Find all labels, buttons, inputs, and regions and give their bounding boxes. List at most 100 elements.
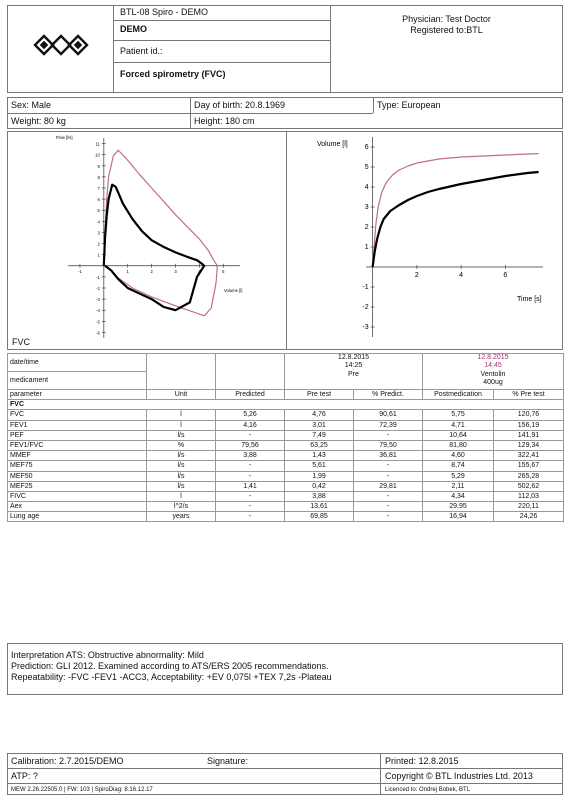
value-cell: 3,88 bbox=[284, 490, 354, 503]
atp-field: ATP: ? bbox=[11, 771, 38, 781]
x-tick-label: -1 bbox=[78, 269, 82, 274]
value-cell: 0,42 bbox=[284, 480, 354, 492]
medicament-label: medicament bbox=[7, 371, 147, 390]
interpretation-box bbox=[7, 643, 563, 695]
pre-test-header: 12.8.2015 14:25 Pre bbox=[284, 353, 423, 390]
value-cell: 5,61 bbox=[284, 460, 354, 472]
table-row: MEF50 l/s -1,99-5,29 265,28 bbox=[7, 470, 564, 482]
y-tick-label: 4 bbox=[365, 184, 369, 191]
y-tick-label: -6 bbox=[96, 330, 100, 335]
y-tick-label: -2 bbox=[96, 286, 100, 291]
value-cell: - bbox=[353, 501, 423, 513]
y-tick-label: -1 bbox=[362, 284, 368, 291]
value-cell: 5,75 bbox=[422, 409, 494, 421]
table-row: FIVC l -3,88-4,34 112,03 bbox=[7, 490, 564, 503]
y-tick-label: 1 bbox=[97, 253, 100, 258]
y-tick-label: 3 bbox=[97, 230, 100, 235]
series-line-pre bbox=[102, 183, 206, 312]
repeatability-line: Repeatability: -FVC -FEV1 -ACC3, Accepta… bbox=[11, 672, 332, 682]
value-cell: - bbox=[353, 429, 423, 441]
table-row: MEF25 l/s 1,41 0,42 29,81 2,11 502,62 bbox=[7, 480, 564, 492]
parameter-cell: FVC bbox=[7, 409, 147, 421]
weight-field: Weight: 80 kg bbox=[11, 116, 66, 126]
value-cell: 4,34 bbox=[422, 490, 494, 503]
value-cell: - bbox=[215, 460, 285, 472]
value-cell: - bbox=[353, 470, 423, 482]
y-axis-label: Volume [l] bbox=[317, 141, 348, 148]
physician-label: Physician: Test Doctor bbox=[402, 14, 491, 24]
copyright-field: Copyright © BTL Industries Ltd. 2013 bbox=[385, 771, 533, 781]
value-cell: 16,94 bbox=[422, 511, 494, 523]
table-row: Aex l^2/s -13,61-29,95 220,11 bbox=[7, 501, 564, 513]
value-cell: 36,81 bbox=[353, 450, 423, 462]
value-cell: 72,39 bbox=[353, 419, 423, 431]
value-cell: - bbox=[215, 511, 285, 523]
series-line-post bbox=[103, 149, 218, 317]
parameter-cell: MEF50 bbox=[7, 470, 147, 482]
value-cell: 3,88 bbox=[215, 450, 285, 462]
parameter-cell: Lung age bbox=[7, 511, 147, 523]
table-row-date: date/time 12.8.2015 14:25 Pre 12.8.2015 … bbox=[7, 353, 564, 390]
value-cell: 4,60 bbox=[422, 450, 494, 462]
x-tick-label: 1 bbox=[127, 269, 130, 274]
value-cell: l/s bbox=[146, 450, 216, 462]
patient-col-line bbox=[373, 97, 374, 113]
parameter-cell: Aex bbox=[7, 501, 147, 513]
value-cell: l bbox=[146, 419, 216, 431]
y-tick-label: -1 bbox=[96, 275, 100, 280]
value-cell: 8,74 bbox=[422, 460, 494, 472]
table-row: FEV1/FVC% 79,56 63,25 79,50 81,80 129,34 bbox=[7, 439, 564, 452]
dob-field: Day of birth: 20.8.1969 bbox=[194, 100, 286, 110]
value-cell: 1,43 bbox=[284, 450, 354, 462]
value-cell: l/s bbox=[146, 429, 216, 441]
patient-id-label: Patient id.: bbox=[120, 46, 163, 56]
table-section-row: FVC bbox=[7, 399, 564, 411]
table-row: FEV1 l 4,16 3,01 72,39 4,71 156,19 bbox=[7, 419, 564, 431]
value-cell: 322,41 bbox=[493, 450, 564, 462]
calibration-field: Calibration: 2.7.2015/DEMO bbox=[11, 756, 124, 766]
value-cell: 5,26 bbox=[215, 409, 285, 421]
value-cell: 3,01 bbox=[284, 419, 354, 431]
y-tick-label: 2 bbox=[97, 242, 100, 247]
y-tick-label: 6 bbox=[97, 197, 100, 202]
value-cell: 29,81 bbox=[353, 480, 423, 492]
header-divider-right bbox=[330, 5, 331, 93]
charts-divider bbox=[286, 131, 287, 350]
header-row-line bbox=[113, 20, 330, 21]
parameter-cell: PEF bbox=[7, 429, 147, 441]
y-tick-label: 1 bbox=[365, 244, 369, 251]
x-tick-label: 4 bbox=[459, 272, 463, 279]
x-tick-label: 2 bbox=[415, 272, 419, 279]
value-cell: - bbox=[353, 460, 423, 472]
value-cell: 4,71 bbox=[422, 419, 494, 431]
footer-box bbox=[7, 753, 563, 795]
footer-row-line bbox=[7, 783, 563, 784]
value-cell: 129,34 bbox=[493, 439, 564, 452]
x-tick-label: 5 bbox=[222, 269, 225, 274]
table-row: Lung age years -69,85-16,94 24,26 bbox=[7, 511, 564, 523]
interpretation-line: Interpretation ATS: Obstructive abnormal… bbox=[11, 650, 204, 660]
y-tick-label: 7 bbox=[97, 186, 100, 191]
parameter-cell: FEV1/FVC bbox=[7, 439, 147, 452]
x-tick-label: 2 bbox=[150, 269, 153, 274]
btl-logo bbox=[33, 34, 89, 56]
value-cell: years bbox=[146, 511, 216, 523]
x-tick-label: 3 bbox=[174, 269, 177, 274]
table-row: MMEF l/s 3,88 1,43 36,81 4,60 322,41 bbox=[7, 450, 564, 462]
charts-box bbox=[7, 131, 563, 350]
series-line-pre bbox=[371, 170, 539, 268]
value-cell: 69,85 bbox=[284, 511, 354, 523]
value-cell: l/s bbox=[146, 460, 216, 472]
results-table: date/time 12.8.2015 14:25 Pre 12.8.2015 … bbox=[7, 353, 564, 523]
type-field: Type: European bbox=[377, 100, 441, 110]
value-cell: - bbox=[215, 429, 285, 441]
footer-row-line bbox=[7, 768, 563, 769]
value-cell: - bbox=[353, 511, 423, 523]
y-tick-label: 2 bbox=[365, 224, 369, 231]
value-cell: 10,64 bbox=[422, 429, 494, 441]
y-tick-label: 4 bbox=[97, 219, 100, 224]
value-cell: - bbox=[353, 490, 423, 503]
version-field: MEW 2.26.22505.0 | FW: 103 | SpiroDiag: … bbox=[11, 787, 153, 793]
patient-col-line bbox=[190, 97, 191, 129]
table-row: PEF l/s -7,49-10,64 141,91 bbox=[7, 429, 564, 441]
